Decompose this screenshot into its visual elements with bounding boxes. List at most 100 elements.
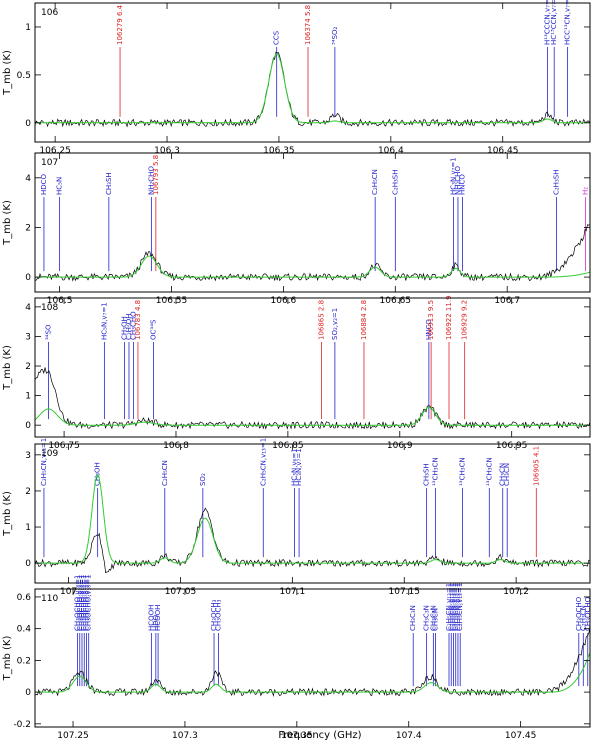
- y-tick-label: 0: [25, 119, 31, 129]
- line-label: CH₃OCHO: [575, 596, 583, 631]
- y-tick-label: 0.4: [17, 625, 32, 635]
- y-tick-label: 0.2: [17, 656, 31, 666]
- line-label: ¹³CH₃CN: [458, 457, 466, 486]
- line-label: 106279 6.4: [116, 4, 124, 45]
- line-label: CH₃OCHO,v₁₈=1: [82, 575, 90, 631]
- x-tick-label: 106.45: [487, 146, 519, 156]
- panel-frame: [34, 297, 591, 438]
- x-tick-label: 106.8: [163, 441, 189, 451]
- y-axis-label: T_mb (K): [2, 50, 13, 96]
- line-label: ³⁴SO: [44, 324, 52, 340]
- x-tick-label: 106.65: [380, 296, 412, 306]
- line-label: CH₃CN: [503, 463, 511, 486]
- x-tick-label: 106.55: [156, 296, 188, 306]
- line-label: ¹³CH₃CN: [432, 457, 440, 486]
- x-axis-label: Frequency (GHz): [278, 730, 361, 741]
- line-label: C₂H₅CN,v₁₃=1: [40, 438, 48, 486]
- line-label: C₂H₅CN,v₁₃=1: [447, 583, 455, 631]
- line-label: HCOOH: [154, 605, 162, 631]
- line-label: CH₃OCHO,v₁₈=1: [76, 575, 84, 631]
- line-label: C₂H₃SH: [391, 170, 399, 195]
- x-tick-label: 107.05: [165, 587, 197, 597]
- line-label: C₂H₅CN: [161, 460, 169, 486]
- y-axis-label: T_mb (K): [2, 636, 13, 682]
- line-label: NH₂CHO: [454, 166, 462, 195]
- panel-109: C₂H₅CN,v₁₃=1 CH₃OH C₂H₅CN SO₂ C₂H₅CN,v₁₃=1 HC…: [2, 438, 591, 597]
- x-tick-label: 107.1: [279, 587, 305, 597]
- y-tick-label: -0.2: [13, 720, 31, 730]
- y-tick-label: 2: [25, 223, 31, 233]
- y-tick-label: 0.5: [17, 71, 31, 81]
- line-label: HC₃N,v₆=1: [291, 448, 299, 486]
- x-tick-label: 106.75: [48, 441, 80, 451]
- y-axis-label: T_mb (K): [2, 200, 13, 246]
- x-tick-label: 106.5: [47, 296, 73, 306]
- panel-number: 108: [41, 303, 58, 313]
- line-label: CH₃OH: [94, 462, 102, 486]
- line-label: C₂H₅CN,v₁₃=1: [449, 583, 457, 631]
- line-label: C₂H₃SH: [552, 170, 560, 195]
- x-tick-label: 107.4: [396, 731, 422, 741]
- line-label: CH₃OCH₃: [215, 599, 223, 631]
- line-label: C₂H₅OH: [125, 313, 133, 340]
- x-tick-label: 106.95: [496, 441, 528, 451]
- line-label: SO₂: [199, 473, 207, 486]
- line-label: HC¹³CCN,v₇=2: [550, 0, 558, 45]
- line-label: 106905 4.1: [532, 446, 540, 486]
- line-label: CH₃OCH₃: [210, 599, 218, 631]
- x-tick-label: 106.7: [494, 296, 520, 306]
- line-label: OC³⁴S: [150, 319, 158, 340]
- y-tick-label: 0: [25, 421, 31, 431]
- line-label: CH₃OH: [121, 316, 129, 340]
- y-tick-label: 0: [25, 559, 31, 569]
- y-tick-label: 0: [25, 273, 31, 283]
- line-label: CH₃OCHO: [584, 596, 592, 631]
- line-label: 106865 2.8: [317, 300, 325, 340]
- line-label: CH₃OCHO,v₁₈=1: [80, 575, 88, 631]
- line-label: HC₅N,v₇=1: [100, 302, 108, 340]
- line-label: HC₃N,v₇=1: [449, 157, 457, 195]
- line-label: CH₃OCHO,v₁₈=1: [74, 575, 82, 631]
- line-label: 106793 5.8: [152, 155, 160, 195]
- model-spectrum: [35, 474, 590, 564]
- panel-frame: [34, 2, 591, 143]
- line-label: CH₃CHO: [129, 311, 137, 340]
- y-axis-label: T_mb (K): [2, 491, 13, 537]
- panel-number: 110: [41, 594, 58, 604]
- y-tick-label: 1: [25, 523, 31, 533]
- panel-106: 106279 6.4 CCS 106374 5.8 ³⁴SO₂ H¹³CCCN,v₇=2…: [2, 0, 591, 156]
- observed-spectrum: [34, 51, 591, 128]
- y-tick-label: 2: [25, 362, 31, 372]
- line-label: SO₂,v₂=1: [331, 308, 339, 340]
- panel-frame: [34, 443, 591, 584]
- x-tick-label: 106.85: [272, 441, 304, 451]
- line-label: 106929 9.2: [461, 300, 469, 340]
- line-label: HNCO: [425, 319, 433, 340]
- line-label: HC₅N: [56, 177, 64, 195]
- line-label: C₂H₅CN,v₁₃=1: [454, 583, 462, 631]
- line-label: HCC¹³CN,v₇=2: [564, 0, 572, 45]
- line-label: C₂H₅CN: [371, 169, 379, 195]
- y-tick-label: 4: [25, 174, 31, 184]
- line-label: CH₃OCHO,v₁₈=1: [78, 575, 86, 631]
- observed-spectrum: [34, 224, 591, 282]
- y-axis-label: T_mb (K): [2, 345, 13, 391]
- panel-frame: [34, 588, 591, 728]
- y-tick-label: 4: [25, 303, 31, 313]
- x-tick-label: 107.45: [505, 731, 537, 741]
- line-label: C₂H₃CN: [579, 605, 587, 631]
- line-label: CH₃CN: [499, 463, 507, 486]
- line-label: CCS: [273, 30, 281, 45]
- line-label: CH₃OCHO,v₁₈=1: [85, 575, 93, 631]
- line-label: ³⁴SO₂: [331, 26, 339, 45]
- panel-frame: [34, 152, 591, 293]
- x-tick-label: 107.15: [389, 587, 421, 597]
- line-label: C₂H₅CN,v₁₃=1: [456, 583, 464, 631]
- y-tick-label: 1: [25, 23, 31, 33]
- y-tick-label: 0: [25, 688, 31, 698]
- line-label: C₂H₅CN,v₁₃=1: [259, 438, 267, 486]
- x-tick-label: 106.6: [271, 296, 297, 306]
- line-label: H₂: [582, 187, 590, 195]
- observed-spectrum: [34, 628, 591, 697]
